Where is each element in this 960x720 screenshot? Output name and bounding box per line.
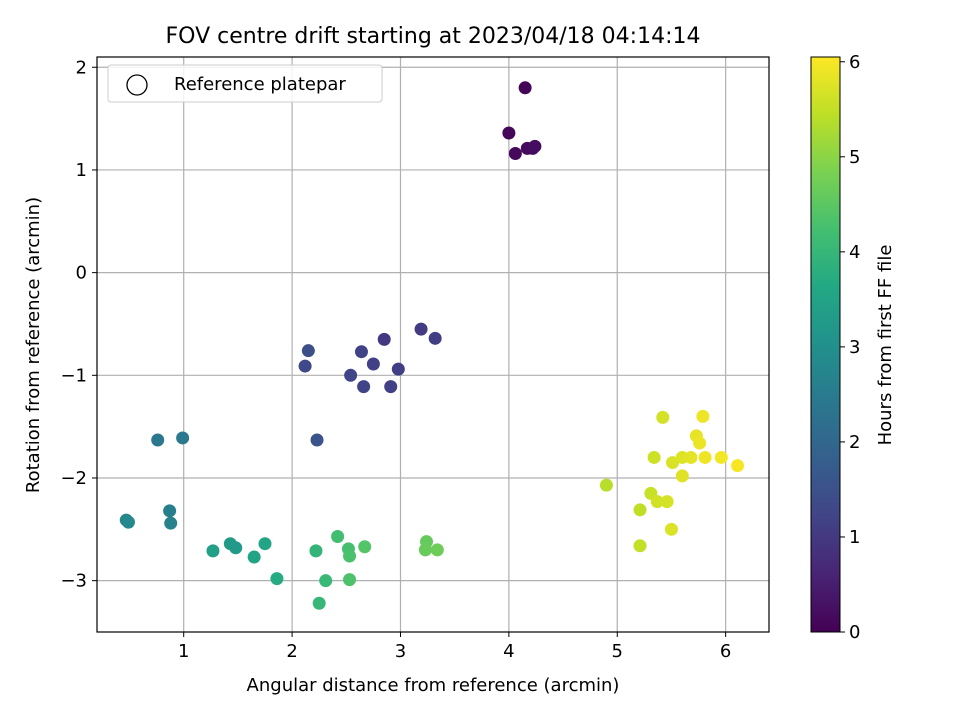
scatter-point	[164, 516, 178, 530]
y-tick-label: −2	[60, 468, 87, 489]
x-tick-label: 1	[178, 641, 189, 662]
scatter-point	[343, 573, 357, 587]
colorbar-label: Hours from first FF file	[875, 245, 896, 446]
data-points	[119, 81, 745, 610]
scatter-point	[684, 450, 698, 464]
scatter-point	[310, 433, 324, 447]
scatter-point	[384, 380, 398, 394]
legend: Reference platepar	[107, 64, 383, 103]
scatter-point	[696, 409, 710, 423]
scatter-point	[430, 543, 444, 557]
colorbar-tick-label: 3	[849, 337, 860, 358]
colorbar-ticks: 0 1 2 3 4 5 6	[840, 52, 860, 643]
scatter-point	[270, 572, 284, 586]
scatter-point	[428, 331, 442, 345]
scatter-point	[698, 450, 712, 464]
scatter-point	[731, 459, 745, 473]
scatter-point	[528, 139, 542, 153]
scatter-point	[508, 147, 522, 161]
scatter-point	[151, 433, 165, 447]
y-tick-label: 0	[76, 263, 87, 284]
scatter-point	[121, 515, 135, 529]
scatter-point	[599, 478, 613, 492]
scatter-point	[344, 368, 358, 382]
scatter-point	[664, 522, 678, 536]
scatter-point	[319, 574, 333, 588]
scatter-point	[418, 543, 432, 557]
scatter-point	[502, 126, 516, 140]
scatter-point	[312, 596, 326, 610]
scatter-point	[377, 332, 391, 346]
x-tick-label: 6	[720, 641, 731, 662]
y-tick-label: 2	[76, 57, 87, 78]
x-tick-label: 4	[503, 641, 514, 662]
colorbar-tick-label: 2	[849, 432, 860, 453]
scatter-point	[633, 539, 647, 553]
y-axis-ticks: 2 1 0 −1 −2 −3	[60, 57, 97, 592]
scatter-point	[298, 359, 312, 373]
scatter-point	[343, 549, 357, 563]
x-axis-label: Angular distance from reference (arcmin)	[247, 675, 620, 696]
legend-box	[107, 64, 383, 103]
y-tick-label: −1	[60, 365, 87, 386]
scatter-point	[391, 362, 405, 376]
scatter-point	[414, 322, 428, 336]
scatter-point	[693, 436, 707, 450]
scatter-point	[247, 550, 261, 564]
scatter-point	[229, 541, 243, 555]
colorbar-tick-label: 5	[849, 147, 860, 168]
scatter-point	[163, 504, 177, 518]
scatter-point	[675, 469, 689, 483]
colorbar-tick-label: 4	[849, 242, 860, 263]
chart-title: FOV centre drift starting at 2023/04/18 …	[166, 24, 701, 49]
colorbar-tick-label: 1	[849, 527, 860, 548]
scatter-point	[650, 495, 664, 509]
colorbar-tick-label: 0	[849, 622, 860, 643]
x-axis-ticks: 1 2 3 4 5 6	[178, 632, 731, 662]
scatter-point	[176, 431, 190, 445]
x-tick-label: 3	[395, 641, 406, 662]
legend-entry-reference-platepar: Reference platepar	[174, 74, 346, 95]
x-tick-label: 5	[612, 641, 623, 662]
scatter-point	[714, 450, 728, 464]
legend-open-circle-marker	[126, 74, 148, 96]
scatter-point	[647, 450, 661, 464]
scatter-point	[366, 357, 380, 371]
y-axis-label: Rotation from reference (arcmin)	[23, 197, 44, 493]
scatter-point	[258, 537, 272, 551]
plot-frame	[96, 56, 770, 633]
scatter-point	[331, 530, 345, 544]
scatter-point	[309, 544, 323, 558]
scatter-point	[518, 81, 532, 95]
scatter-point	[660, 495, 674, 509]
scatter-point	[358, 540, 372, 554]
scatter-point	[301, 344, 315, 358]
x-tick-label: 2	[286, 641, 297, 662]
scatter-point	[656, 410, 670, 424]
colorbar-tick-label: 6	[849, 52, 860, 73]
scatter-point	[206, 544, 220, 558]
y-tick-label: −3	[60, 571, 87, 592]
scatter-point	[666, 456, 680, 470]
scatter-point	[357, 380, 371, 394]
scatter-point	[354, 345, 368, 359]
colorbar-gradient	[810, 56, 841, 633]
scatter-point	[633, 503, 647, 517]
y-tick-label: 1	[76, 160, 87, 181]
colorbar: 0 1 2 3 4 5 6 Hours from first FF file	[810, 52, 896, 643]
